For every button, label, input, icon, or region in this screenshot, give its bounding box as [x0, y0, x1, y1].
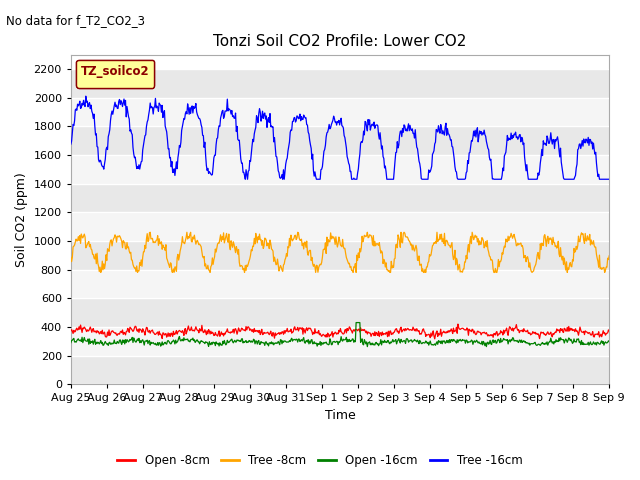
Bar: [71, 241, 609, 270]
Bar: [71, 270, 609, 298]
Text: No data for f_T2_CO2_3: No data for f_T2_CO2_3: [6, 14, 145, 27]
Bar: [71, 212, 609, 241]
X-axis label: Time: Time: [324, 409, 355, 422]
Bar: [71, 327, 609, 356]
Bar: [71, 183, 609, 212]
Bar: [71, 126, 609, 155]
Title: Tonzi Soil CO2 Profile: Lower CO2: Tonzi Soil CO2 Profile: Lower CO2: [213, 34, 467, 49]
Bar: [71, 97, 609, 126]
Legend: Open -8cm, Tree -8cm, Open -16cm, Tree -16cm: Open -8cm, Tree -8cm, Open -16cm, Tree -…: [113, 449, 527, 472]
Legend: : [76, 60, 154, 87]
Bar: [71, 298, 609, 327]
Y-axis label: Soil CO2 (ppm): Soil CO2 (ppm): [15, 172, 28, 267]
Bar: [71, 69, 609, 97]
Bar: [71, 356, 609, 384]
Bar: [71, 155, 609, 183]
